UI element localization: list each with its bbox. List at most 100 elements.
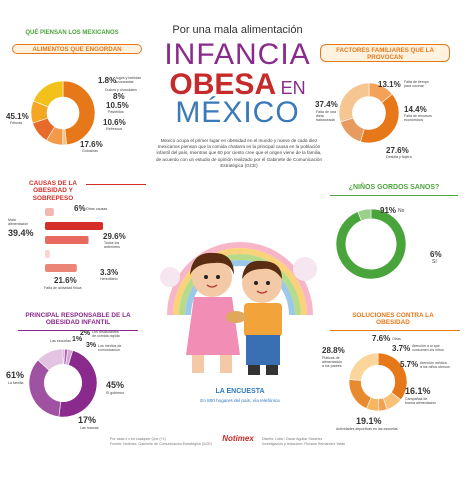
resp-label-3b: comunicación — [98, 348, 120, 352]
family-label-3b: económicos — [404, 118, 424, 122]
food-pct-5: 17.6% — [80, 140, 103, 149]
healthy-label-1: No — [398, 208, 405, 214]
causes-pct-1: 6% — [74, 204, 86, 213]
donut-family-slice-3 — [338, 82, 370, 123]
family-pct-4: 27.6% — [386, 146, 409, 155]
family-label-2b: dieta — [316, 114, 324, 118]
healthy-donut — [335, 208, 407, 280]
causes-label-3b: anteriores — [104, 245, 120, 249]
footer-left-b: Fuente: Notimex, Gabinete de Comunicació… — [110, 442, 212, 446]
sol-label-3c: a los padres — [322, 364, 342, 368]
causes-pct-2: 39.4% — [8, 228, 34, 238]
food-label-5: Golosinas — [82, 149, 98, 153]
left-heading: QUÉ PIENSAN LOS MEXICANOS — [25, 30, 119, 36]
header-title-en: EN — [280, 78, 306, 98]
food-label-2: Dulces y chocolates — [105, 88, 137, 92]
donut-resp-center — [45, 365, 81, 401]
food-banner — [12, 44, 142, 54]
food-pct-3: 10.5% — [106, 101, 129, 110]
sol-donut — [348, 352, 408, 412]
food-pct-2: 8% — [113, 92, 125, 101]
sol-label-5a: Campañas de — [405, 397, 428, 401]
food-label-3: Pastelitos — [108, 110, 124, 114]
resp-label-4: La familia — [8, 381, 24, 385]
causes-bars — [45, 208, 103, 272]
family-donut — [338, 82, 400, 144]
donut-sol-center — [362, 366, 394, 398]
causes-bar-2 — [45, 236, 89, 244]
sol-pct-4: 5.7% — [400, 360, 419, 369]
header-title-line3: MÉXICO — [175, 96, 300, 129]
resp-pct-4: 61% — [6, 370, 25, 380]
family-label-1b: para cocinar — [404, 84, 424, 88]
intro-text: Mexico ocupa el primer lugar en obesidad… — [156, 138, 322, 168]
family-label-2a: Falta de una — [316, 110, 336, 114]
family-label-4: Desidia y flojera — [386, 155, 412, 159]
donut-resp-slice-5 — [37, 348, 64, 371]
causes-bar-0 — [45, 208, 54, 216]
resp-title: PRINCIPAL RESPONSABLE DE LA OBESIDAD INF… — [25, 312, 131, 327]
header-title-obesa: OBESA — [169, 68, 277, 101]
family-label-2c: balanceada — [316, 118, 335, 122]
sol-pct-3: 28.8% — [322, 346, 345, 355]
donut-healthy-slice-1 — [357, 208, 372, 222]
donut-resp-slice-3 — [58, 350, 98, 418]
family-banner — [320, 44, 450, 62]
causes-bar-1 — [45, 222, 103, 230]
header-title-line1: INFANCIA — [164, 38, 311, 71]
sol-title: SOLUCIONES CONTRA LA OBESIDAD — [352, 312, 434, 327]
resp-pct-6: 17% — [78, 415, 97, 425]
sol-pct-1: 7.6% — [372, 334, 391, 343]
causes-bar-3 — [45, 250, 50, 258]
sol-divider — [330, 330, 460, 331]
survey-text: En 800 hogares del país, vía telefónica — [200, 398, 280, 403]
healthy-pct-2: 6% — [430, 250, 442, 259]
sol-label-3b: alimentación — [322, 360, 343, 364]
food-pct-1: 1.8% — [98, 76, 117, 85]
resp-label-2a: Los restaurantes — [92, 330, 119, 334]
causes-pct-5: 21.6% — [54, 276, 77, 285]
sol-pct-2: 3.7% — [392, 344, 411, 353]
resp-label-3a: Los medios de — [98, 344, 122, 348]
resp-label-6: Las marcas — [80, 426, 99, 430]
causes-label-3a: Todos los — [104, 241, 120, 245]
sol-label-5b: buena alimentación — [405, 401, 437, 405]
causes-label-1: Otras causas — [86, 207, 108, 211]
family-title: FACTORES FAMILIARES QUE LA PROVOCAN — [336, 47, 434, 62]
causes-label-2a: Mala — [8, 218, 16, 222]
resp-label-5: El gobierno — [106, 391, 125, 395]
sol-label-1: Otras — [392, 337, 401, 341]
family-pct-1: 13.1% — [378, 80, 401, 89]
food-title: ALIMENTOS QUE ENGORDAN — [32, 46, 122, 53]
donut-family-center — [353, 97, 385, 129]
resp-pct-2: 2% — [80, 330, 91, 337]
causes-bar-4 — [45, 264, 77, 272]
sol-pct-5: 16.1% — [405, 386, 431, 396]
family-pct-3: 14.4% — [404, 105, 427, 114]
healthy-label-2: Sí — [432, 259, 437, 265]
donut-food-slice-0 — [62, 80, 96, 146]
donut-sol-slice-5 — [348, 352, 379, 381]
footer-left-a: Por cada x x en cualquier Que (+1) — [110, 437, 166, 441]
causes-title: CAUSAS DE LA OBESIDAD Y SOBREPESO — [29, 180, 77, 202]
sol-pct-6: 19.1% — [356, 416, 382, 426]
causes-divider — [86, 184, 146, 185]
causes-label-4: Hereditario — [100, 277, 118, 281]
resp-label-1: Las escuelas — [50, 339, 71, 343]
food-label-6: Frituras — [10, 121, 23, 125]
healthy-pct-1: 91% — [380, 206, 397, 215]
food-pct-4: 10.6% — [103, 118, 126, 127]
food-label-1b: azucaradas — [115, 80, 134, 84]
food-label-4: Refrescos — [106, 127, 123, 131]
sol-label-4b: a los niños obesos — [420, 365, 450, 369]
footer-right-a: Diseño: Lidia / Oscar Aguilar Sánchez — [262, 437, 323, 441]
resp-pct-1: 1% — [72, 336, 83, 343]
header-title-line2: OBESA EN — [150, 68, 325, 102]
sol-label-3a: Pláticas de — [322, 356, 340, 360]
resp-pct-3: 3% — [86, 342, 97, 349]
healthy-title: ¿NIÑOS GORDOS SANOS? — [348, 184, 440, 191]
footer-right-b: Investigación y redacción: Roxana Hernán… — [262, 442, 346, 446]
donut-food-slice-5 — [33, 80, 64, 108]
family-label-1a: Falta de tiempo — [404, 80, 429, 84]
resp-donut — [28, 348, 98, 418]
